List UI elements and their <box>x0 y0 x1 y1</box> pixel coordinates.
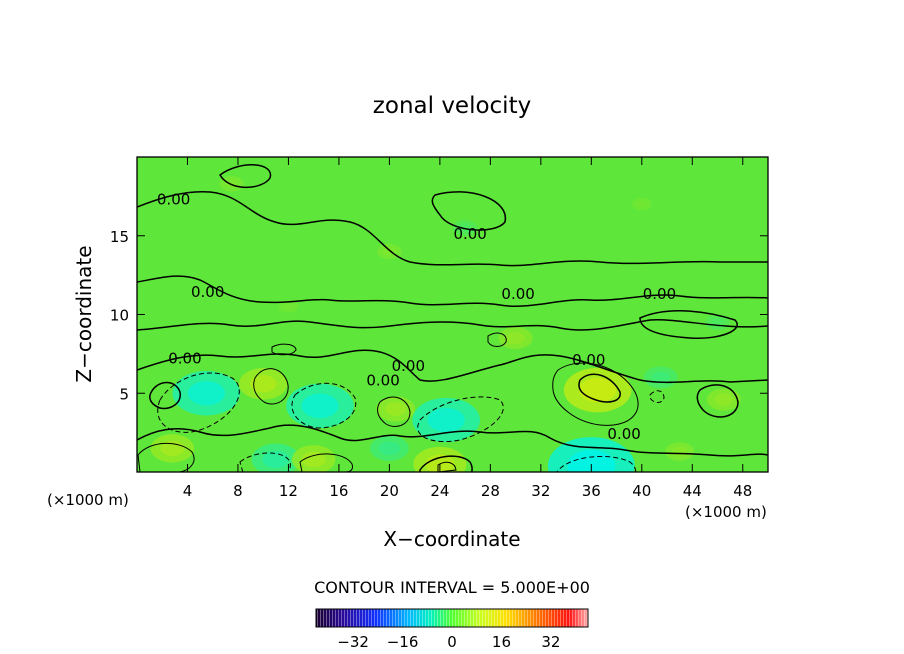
zero-contour-label-0: 0.00 <box>157 190 190 208</box>
x-tick-label-11: 48 <box>733 482 752 500</box>
y-axis-label: Z−coordinate <box>72 245 96 382</box>
field-feature-core-5 <box>651 371 671 384</box>
x-tick-label-3: 16 <box>329 482 348 500</box>
chart-title: zonal velocity <box>373 93 531 119</box>
zero-contour-label-3: 0.00 <box>392 357 425 375</box>
field-feature-core-8 <box>249 375 277 393</box>
field-feature-core-10 <box>301 451 326 468</box>
negative-contours <box>157 372 665 472</box>
zero-contour-label-5: 0.00 <box>453 225 486 243</box>
zero-contour-label-8: 0.00 <box>607 425 640 443</box>
negative-contour-4 <box>556 455 637 472</box>
positive-lobe-contour <box>552 362 639 426</box>
zero-contour-label-9: 0.00 <box>643 285 676 303</box>
zero-contour-eddy-3 <box>696 384 739 418</box>
field-feature-core-12 <box>506 332 525 345</box>
colorbar-ticks: −32 −16 0 16 32 <box>337 633 560 651</box>
colorbar-frame <box>315 608 589 628</box>
field-feature-core-7 <box>579 377 617 403</box>
x-tick-label-6: 28 <box>481 482 500 500</box>
x-tick-label-8: 36 <box>582 482 601 500</box>
field-feature-core-3 <box>567 449 616 472</box>
zero-contour-shallow <box>137 349 768 384</box>
field-feature-core-1 <box>301 393 339 419</box>
colorbar-tick-label-4: 32 <box>541 633 560 651</box>
colorbar-tick-label-2: 0 <box>447 633 457 651</box>
plot-area: 0.000.000.00 0.000.000.000.000.000.000.00 <box>136 156 769 473</box>
colorbar-tick-label-3: 16 <box>492 633 511 651</box>
contour-interval-text: CONTOUR INTERVAL = 5.000E+00 <box>314 578 590 597</box>
x-unit-left: (×1000 m) <box>47 491 129 509</box>
colorbar-tick-label-1: −16 <box>387 633 419 651</box>
field-feature-core-19 <box>636 200 648 208</box>
field-feature-core-18 <box>283 303 294 311</box>
positive-contour-2 <box>137 442 195 472</box>
y-tick-label-1: 10 <box>110 307 129 325</box>
x-axis-label: X−coordinate <box>383 527 520 551</box>
zero-contours <box>137 164 768 472</box>
negative-contour-6 <box>649 390 665 403</box>
negative-contour-5 <box>239 452 291 472</box>
positive-contour-4 <box>377 396 411 427</box>
zero-contour-eddy-5 <box>149 381 181 410</box>
zero-contour-eddy-1 <box>219 164 272 189</box>
field-feature-core-0 <box>187 381 225 406</box>
colorbar: −32 −16 0 16 32 <box>315 608 589 651</box>
zero-contour-label-2: 0.00 <box>168 349 201 367</box>
x-tick-label-1: 8 <box>233 482 243 500</box>
colorbar-stripes <box>316 609 588 627</box>
zero-contour-label-7: 0.00 <box>572 351 605 369</box>
zero-contour-label-1: 0.00 <box>191 283 224 301</box>
field-feature-core-14 <box>714 393 734 406</box>
field-feature-core-13 <box>385 402 407 416</box>
positive-contour-5 <box>487 332 507 347</box>
field-feature-core-2 <box>427 407 465 433</box>
colorbar-tick-label-0: −32 <box>337 633 369 651</box>
field-feature-core-6 <box>378 441 401 456</box>
positive-contour-7 <box>437 461 457 472</box>
zero-contour-upper <box>137 190 768 267</box>
zero-contour-mid <box>137 275 768 307</box>
x-tick-label-4: 20 <box>380 482 399 500</box>
zero-contour-eddy-2 <box>431 191 507 231</box>
zero-contour-label-6: 0.00 <box>501 285 534 303</box>
positive-contour-1 <box>253 368 289 405</box>
positive-contour-6 <box>271 343 297 356</box>
y-tick-label-0: 5 <box>119 385 129 403</box>
negative-contour-3 <box>417 396 504 443</box>
zero-contour-near-surface <box>137 424 768 457</box>
zero-contour-labels: 0.000.000.00 0.000.000.000.000.000.000.00 <box>157 190 676 443</box>
x-tick-label-5: 24 <box>430 482 449 500</box>
x-tick-label-0: 4 <box>183 482 193 500</box>
strong-positive-core-contour <box>578 373 621 403</box>
negative-contour-1 <box>157 372 240 433</box>
zero-contour-lower <box>137 319 768 331</box>
x-tick-label-2: 12 <box>279 482 298 500</box>
field-feature-core-15 <box>671 446 688 457</box>
field-feature-core-11 <box>425 454 455 472</box>
y-tick-label-2: 15 <box>110 228 129 246</box>
x-tick-label-7: 32 <box>531 482 550 500</box>
x-unit-right: (×1000 m) <box>685 503 767 521</box>
negative-contour-2 <box>291 382 357 429</box>
zero-contour-label-4: 0.00 <box>366 371 399 389</box>
field-feature-core-9 <box>160 440 185 457</box>
zero-contour-eddy-4 <box>639 310 738 339</box>
x-tick-label-10: 44 <box>683 482 702 500</box>
x-tick-label-9: 40 <box>632 482 651 500</box>
zero-contour-eddy-6 <box>419 455 473 472</box>
